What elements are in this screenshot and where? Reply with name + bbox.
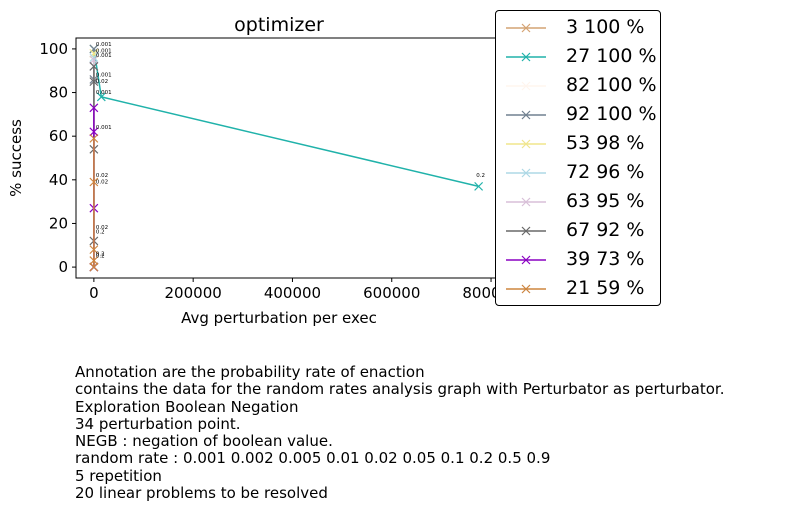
legend-label: 92 100 % (566, 103, 657, 125)
y-tick-label: 100 (39, 40, 68, 58)
legend-marker (521, 52, 531, 62)
legend-label: 3 100 % (566, 16, 645, 38)
data-point-1-1 (96, 92, 106, 102)
legend-swatch (506, 23, 546, 33)
point-annotation: 0.2 (96, 254, 105, 260)
data-point-5-0 (89, 53, 99, 63)
legend-swatch (506, 197, 546, 207)
data-point-9-1 (89, 177, 99, 187)
y-axis: 0 20 40 60 80 100 (39, 40, 76, 276)
legend-swatch (506, 284, 546, 294)
legend-swatch (506, 52, 546, 62)
legend-swatch (506, 110, 546, 120)
point-annotation: 0.02 (96, 79, 108, 85)
legend-marker (521, 81, 531, 91)
point-annotation: 0.001 (96, 72, 112, 78)
legend-label: 63 95 % (566, 190, 645, 212)
point-annotation: 0.2 (96, 251, 105, 257)
x-axis: 0 200000 400000 600000 800000 (89, 278, 520, 302)
data-point-6-0 (89, 55, 99, 65)
y-tick-label: 40 (49, 171, 68, 189)
caption-line: contains the data for the random rates a… (75, 380, 725, 399)
chart-legend: 3 100 % 27 100 % 82 100 % 92 100 % 53 98 % 72… (495, 10, 661, 306)
y-tick-label: 20 (49, 214, 68, 232)
data-point-9-4 (89, 262, 99, 272)
chart-title: optimizer (234, 14, 324, 36)
legend-swatch (506, 139, 546, 149)
point-annotation: 0.2 (476, 173, 485, 179)
legend-item: 63 95 % (504, 188, 660, 217)
legend-marker (521, 284, 531, 294)
point-annotation: 0.001 (96, 42, 112, 48)
caption-line: Exploration Boolean Negation (75, 397, 299, 416)
caption-line: 5 repetition (75, 466, 162, 485)
legend-swatch (506, 255, 546, 265)
legend-marker (521, 139, 531, 149)
legend-item: 21 59 % (504, 275, 660, 304)
caption-line: Annotation are the probability rate of e… (75, 363, 425, 381)
data-point-8-1 (89, 127, 99, 137)
data-point-4-0 (89, 48, 99, 58)
x-axis-label: Avg perturbation per exec (181, 309, 377, 327)
legend-label: 72 96 % (566, 161, 645, 183)
legend-item: 3 100 % (504, 14, 660, 43)
caption-line: NEGB : negation of boolean value. (75, 432, 333, 451)
y-axis-label: % success (7, 119, 25, 197)
legend-label: 67 92 % (566, 219, 645, 241)
legend-item: 67 92 % (504, 217, 660, 246)
legend-item: 92 100 % (504, 101, 660, 130)
chart-canvas: optimizer 0.0010.0010.0010.0010.020.0010… (7, 14, 520, 327)
data-point-9-2 (89, 245, 99, 255)
data-point-8-0 (89, 103, 99, 113)
caption-line: 20 linear problems to be resolved (75, 484, 328, 503)
legend-marker (521, 197, 531, 207)
caption-line: random rate : 0.001 0.002 0.005 0.01 0.0… (75, 449, 551, 468)
point-annotation: 0.2 (96, 230, 105, 236)
legend-item: 72 96 % (504, 159, 660, 188)
legend-item: 39 73 % (504, 246, 660, 275)
data-point-9-3 (89, 256, 99, 265)
point-annotation: 0.02 (96, 179, 108, 185)
x-tick-label: 200000 (165, 284, 222, 302)
y-tick-label: 0 (58, 258, 68, 276)
point-annotation: 0.001 (96, 125, 112, 131)
point-annotation: 0.001 (96, 48, 112, 54)
x-tick-label: 0 (89, 284, 99, 302)
x-tick-label: 400000 (264, 284, 321, 302)
legend-label: 82 100 % (566, 74, 657, 96)
legend-label: 39 73 % (566, 248, 645, 270)
x-tick-label: 600000 (363, 284, 420, 302)
legend-item: 82 100 % (504, 72, 660, 101)
legend-marker (521, 23, 531, 33)
series-line-1 (93, 48, 479, 188)
y-tick-label: 60 (49, 127, 68, 145)
plot-frame (75, 37, 497, 279)
legend-marker (521, 255, 531, 265)
data-point-9-0 (89, 133, 99, 143)
legend-label: 27 100 % (566, 45, 657, 67)
data-point-7-1 (89, 77, 99, 87)
legend-swatch (506, 81, 546, 91)
legend-item: 27 100 % (504, 43, 660, 72)
y-tick-label: 80 (49, 84, 68, 102)
point-annotation: 0.001 (96, 90, 112, 96)
legend-swatch (506, 168, 546, 178)
legend-label: 21 59 % (566, 277, 645, 299)
legend-item: 53 98 % (504, 130, 660, 159)
chart-caption: Annotation are the probability rate of e… (75, 363, 725, 503)
caption-line: 34 perturbation point. (75, 414, 241, 433)
legend-marker (521, 226, 531, 236)
data-point-3-0 (89, 44, 99, 54)
point-annotation: 0.001 (96, 53, 112, 59)
data-point-7-0 (89, 61, 99, 71)
data-point-1-2 (474, 181, 484, 191)
legend-marker (521, 168, 531, 178)
plot-area: 0.0010.0010.0010.0010.020.0010.0010.020.… (89, 42, 485, 272)
legend-label: 53 98 % (566, 132, 645, 154)
point-annotation: 0.02 (96, 225, 108, 231)
legend-marker (521, 110, 531, 120)
legend-swatch (506, 226, 546, 236)
point-annotation: 0.02 (96, 173, 108, 179)
